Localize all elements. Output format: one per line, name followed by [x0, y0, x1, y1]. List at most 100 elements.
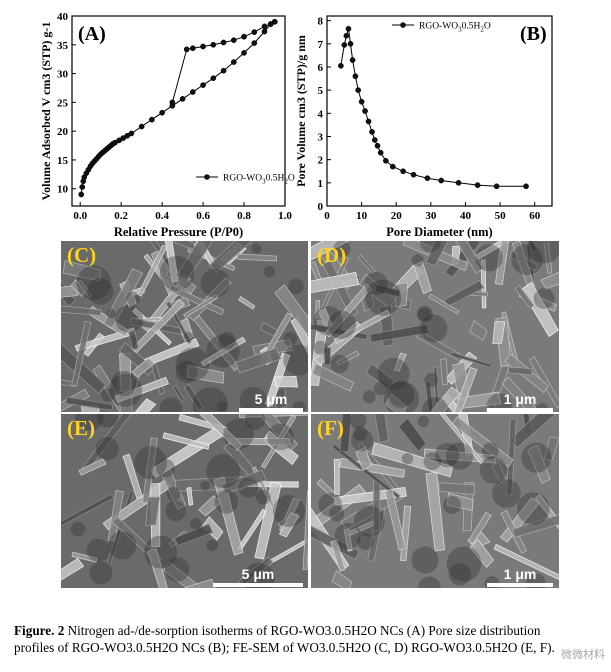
sem-texture-e	[61, 414, 308, 588]
sem-shadow	[96, 414, 119, 428]
sem-shadow	[175, 347, 210, 382]
x-tick-label-2: 20	[391, 210, 403, 222]
sem-flake	[323, 346, 331, 366]
x-tick-label-6: 60	[529, 210, 541, 222]
data-point-0-6	[352, 73, 359, 80]
caption-text-2: profiles of RGO-WO3.0.5H2O NCs (B); FE-S…	[14, 640, 555, 655]
sem-flake	[543, 436, 559, 462]
sem-shadow	[313, 340, 328, 355]
sem-flake	[425, 241, 449, 267]
sem-texture-c	[61, 241, 308, 412]
sem-flake	[493, 543, 559, 580]
sem-label-f: (F)	[317, 416, 344, 440]
y-tick-label-2: 20	[57, 126, 69, 138]
sem-shadow	[134, 446, 168, 480]
data-point-0-27	[179, 96, 186, 102]
legend-marker	[204, 174, 210, 180]
sem-flake	[302, 490, 308, 571]
sem-flake	[71, 551, 98, 563]
sem-shadow	[388, 381, 415, 408]
data-point-1-7	[210, 41, 217, 48]
sem-flake	[142, 437, 158, 504]
sem-shadow	[200, 481, 211, 491]
sem-flake	[398, 417, 427, 452]
sem-flake	[186, 364, 225, 384]
data-point-1-6	[220, 39, 227, 46]
sem-flake	[114, 376, 169, 403]
scale-line-c	[239, 408, 303, 412]
scale-text-c: 5 μm	[254, 391, 288, 407]
scale-line-d	[487, 408, 553, 412]
data-point-1-4	[241, 33, 247, 40]
sem-flake	[128, 330, 139, 351]
scale-text-f: 1 μm	[503, 566, 537, 582]
sem-flake	[131, 357, 156, 378]
sem-flake	[71, 320, 92, 387]
sem-flake	[371, 442, 454, 478]
sem-shadow	[95, 436, 119, 461]
sem-shadow	[350, 429, 374, 452]
sem-shadow	[190, 518, 202, 530]
sem-flake	[273, 375, 299, 388]
sem-shadow	[448, 563, 472, 586]
scale-text-e: 5 μm	[241, 566, 275, 582]
scale-bar-d: 1 μm	[487, 391, 553, 412]
sem-shadow	[435, 442, 460, 468]
sem-image-f: (F) 1 μm	[311, 414, 559, 588]
sem-shadow	[419, 241, 441, 253]
data-point-1-10	[183, 46, 190, 53]
sem-shadow	[377, 357, 410, 390]
sem-flake	[103, 268, 144, 329]
sem-shadow	[411, 546, 439, 574]
sem-flake	[446, 492, 474, 511]
sem-flake	[183, 294, 219, 318]
sem-shadow	[416, 305, 434, 323]
data-point-0-24	[149, 116, 155, 123]
data-point-0-29	[200, 82, 206, 88]
sem-image-e: (E) 5 μm	[61, 414, 308, 588]
sem-flake	[343, 528, 353, 552]
legend-label: RGO-WO30.5H2O	[419, 22, 491, 34]
sem-flake	[322, 259, 359, 318]
sem-shadow	[111, 370, 137, 397]
sem-flake	[198, 414, 243, 451]
sem-shadow	[75, 414, 104, 431]
sem-flake	[62, 259, 102, 282]
sem-flake	[469, 320, 488, 341]
sem-flake	[394, 282, 409, 308]
sem-flake	[333, 458, 340, 496]
sem-shadow	[87, 278, 114, 305]
sem-shadow	[445, 442, 474, 470]
data-point-0-24	[523, 183, 529, 190]
sem-image-c: (C) 5 μm	[61, 241, 308, 412]
data-point-0-3	[345, 25, 352, 32]
data-point-0-31	[220, 67, 227, 74]
sem-shadow	[89, 561, 113, 585]
caption-line-1: Figure. 2 Nitrogen ad-/de-sorption isoth…	[14, 622, 604, 639]
sem-flake	[469, 538, 495, 568]
data-point-0-32	[230, 59, 237, 65]
sem-flake	[374, 414, 390, 444]
sem-flake	[200, 336, 246, 367]
sem-shadow	[106, 308, 116, 319]
y-tick-label-7: 7	[318, 39, 324, 51]
data-point-0-1	[79, 184, 86, 190]
sem-shadow	[206, 454, 241, 489]
sem-flake	[336, 350, 360, 366]
sem-shadow	[362, 390, 376, 404]
x-axis-label: Pore Diameter (nm)	[386, 225, 492, 239]
sem-shadow	[251, 243, 262, 254]
sem-flake	[213, 476, 244, 556]
sem-shadow	[288, 278, 304, 295]
sem-shadow	[446, 546, 482, 582]
x-tick-label-3: 30	[425, 210, 437, 222]
data-point-0-25	[159, 109, 165, 116]
sem-flake	[331, 443, 401, 499]
x-tick-label-2: 0.4	[155, 210, 169, 222]
sem-flake	[357, 254, 376, 274]
sem-shadow	[101, 388, 115, 402]
sem-flake	[330, 539, 346, 572]
y-tick-label-6: 6	[318, 62, 324, 74]
sem-shadow	[108, 531, 137, 560]
sem-shadow	[364, 271, 388, 296]
